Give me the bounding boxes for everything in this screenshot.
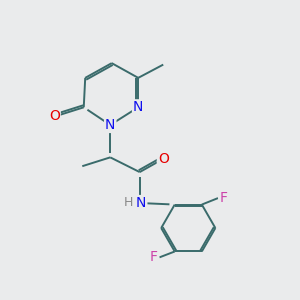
- Text: N: N: [136, 196, 146, 210]
- Text: H: H: [124, 196, 133, 209]
- Text: F: F: [150, 250, 158, 264]
- Text: O: O: [49, 109, 60, 123]
- Text: F: F: [219, 191, 227, 205]
- Text: N: N: [105, 118, 116, 132]
- Text: N: N: [133, 100, 143, 114]
- Text: O: O: [158, 152, 169, 166]
